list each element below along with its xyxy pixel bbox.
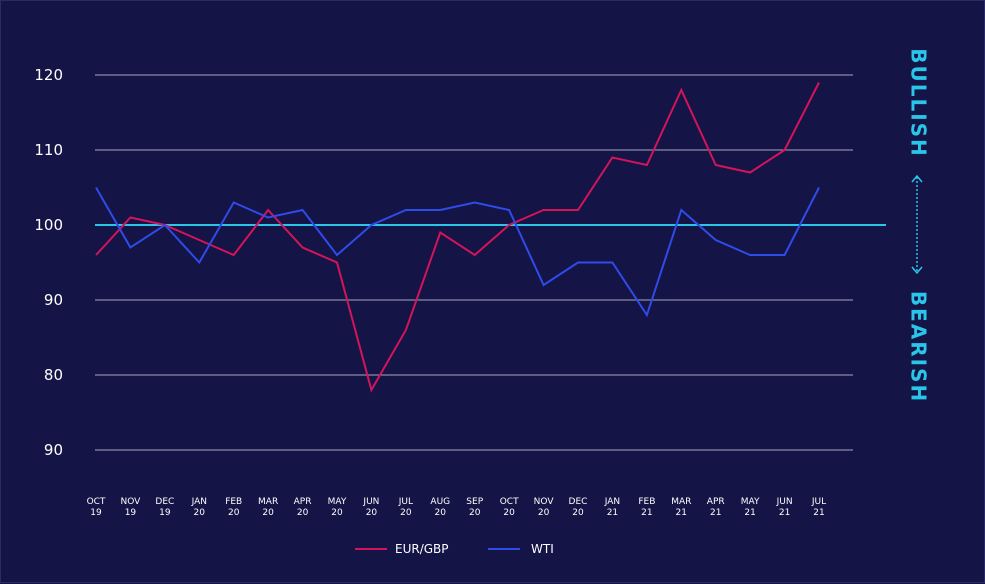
x-tick-label: APR 20 [294,497,312,518]
data-point-eur-gbp [128,216,132,220]
y-tick-label: 110 [34,141,63,159]
bullish-label: BULLISH [907,48,931,158]
data-point-eur-gbp [266,208,270,212]
arrow-up-icon [911,174,923,183]
y-tick-label: 100 [34,216,63,234]
data-point-wti [610,261,614,265]
data-point-eur-gbp [576,208,580,212]
x-tick-label: OCT 19 [87,497,106,518]
x-tick-label: FEB 20 [225,497,242,518]
data-point-wti [128,246,132,250]
data-point-eur-gbp [404,328,408,332]
series-line-eur-gbp [95,82,820,393]
data-point-wti [232,201,236,205]
data-point-eur-gbp [714,163,718,167]
x-tick-label: JUN 20 [362,497,379,518]
y-tick-label: 90 [44,291,63,309]
data-point-wti [197,261,201,265]
data-point-wti [335,253,339,257]
x-tick-label: NOV 20 [534,497,555,518]
x-tick-label: JAN 21 [604,497,620,518]
data-point-wti [369,223,373,227]
x-tick-label: FEB 21 [638,497,655,518]
data-point-eur-gbp [817,81,821,85]
data-point-wti [94,186,98,190]
x-tick-label: MAR 21 [671,497,691,518]
arrow-down-icon [911,266,923,275]
data-point-wti [645,313,649,317]
legend-label: WTI [531,542,554,556]
data-point-eur-gbp [301,246,305,250]
x-tick-label: NOV 19 [121,497,142,518]
data-point-eur-gbp [679,88,683,92]
data-point-wti [404,208,408,212]
y-tick-label: 90 [44,441,63,459]
series-line-wti [95,187,820,318]
data-point-wti [679,208,683,212]
data-point-eur-gbp [507,223,511,227]
x-tick-label: APR 21 [707,497,725,518]
bearish-label: BEARISH [907,291,931,403]
data-point-eur-gbp [645,163,649,167]
legend-label: EUR/GBP [395,542,449,556]
y-tick-label: 120 [34,66,63,84]
x-tick-label: OCT 20 [500,497,519,518]
data-point-eur-gbp [473,253,477,257]
x-tick-label: DEC 20 [569,497,588,518]
data-point-eur-gbp [232,253,236,257]
x-tick-label: AUG 20 [430,497,450,518]
x-tick-label: MAY 20 [328,497,347,518]
x-tick-label: JUL 21 [811,497,826,518]
y-tick-label: 80 [44,366,63,384]
data-point-wti [714,238,718,242]
data-point-wti [783,253,787,257]
data-point-eur-gbp [197,238,201,242]
data-point-wti [438,208,442,212]
data-point-wti [576,261,580,265]
data-point-eur-gbp [610,156,614,160]
x-tick-label: MAR 20 [258,497,278,518]
data-point-eur-gbp [438,231,442,235]
x-tick-label: JUN 21 [776,497,793,518]
data-point-eur-gbp [542,208,546,212]
data-point-wti [817,186,821,190]
x-tick-label: DEC 19 [155,497,174,518]
data-point-wti [507,208,511,212]
data-point-eur-gbp [335,261,339,265]
data-point-wti [266,216,270,220]
x-tick-label: JAN 20 [191,497,207,518]
data-point-eur-gbp [748,171,752,175]
data-point-eur-gbp [783,148,787,152]
x-tick-label: MAY 21 [741,497,760,518]
data-point-eur-gbp [94,253,98,257]
data-point-wti [163,223,167,227]
data-point-wti [542,283,546,287]
data-point-wti [748,253,752,257]
data-point-wti [301,208,305,212]
data-point-wti [473,201,477,205]
x-tick-label: SEP 20 [466,497,483,518]
x-tick-label: JUL 20 [398,497,413,518]
data-point-eur-gbp [369,388,373,392]
